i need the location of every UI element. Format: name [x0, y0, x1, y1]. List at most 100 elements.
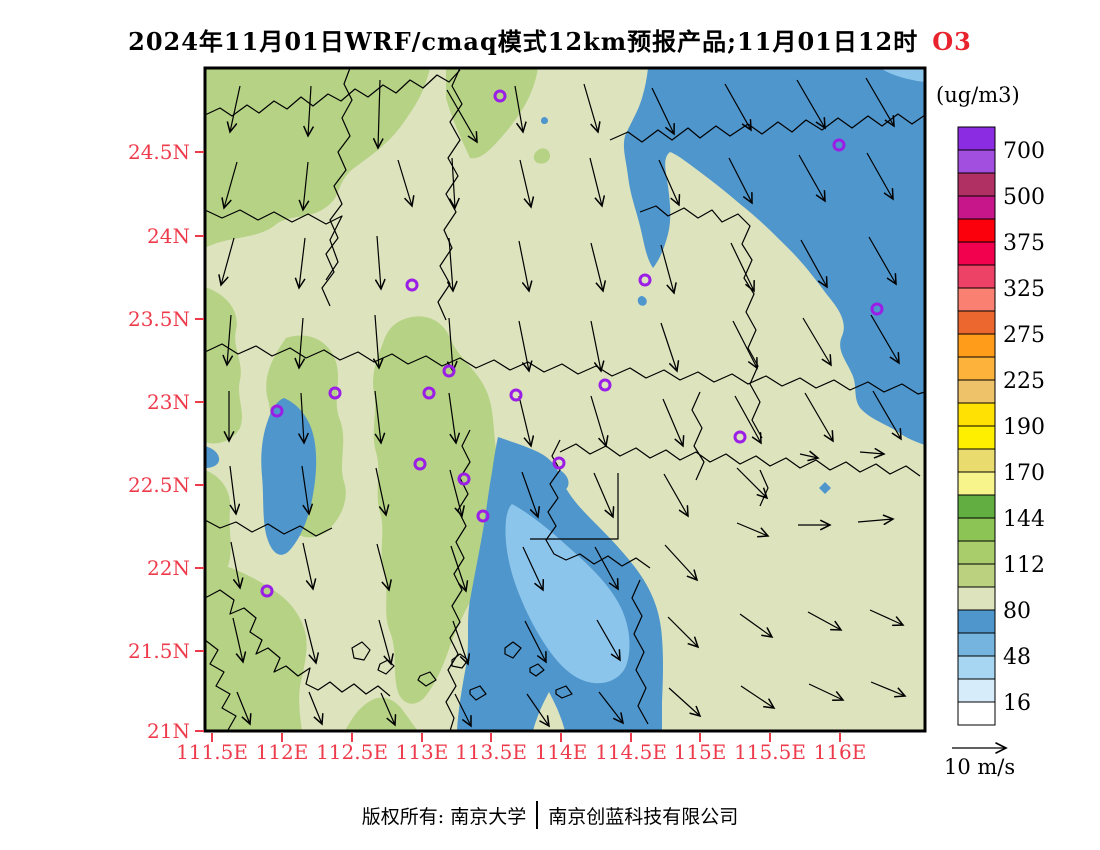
wind-arrow — [397, 159, 412, 206]
wind-arrow — [662, 398, 683, 446]
wind-arrow — [730, 242, 754, 291]
wind-arrow — [236, 691, 250, 724]
wind-arrow — [668, 687, 700, 716]
colorbar-cell — [957, 287, 996, 312]
wind-arrow — [299, 237, 305, 288]
wind-arrow — [518, 240, 529, 291]
wind-arrow — [732, 320, 757, 368]
wind-arrow — [301, 392, 304, 443]
y-tick-label: 22N — [147, 556, 190, 580]
wind-arrow — [304, 618, 316, 663]
wind-arrow — [804, 392, 833, 441]
wind-arrow — [378, 619, 391, 664]
station-marker — [457, 472, 471, 486]
wind-arrow — [800, 239, 827, 287]
y-tick-label: 24.5N — [128, 140, 190, 164]
colorbar-cell — [957, 379, 996, 404]
wind-arrow — [524, 620, 546, 662]
wind-arrow — [807, 611, 841, 630]
wind-arrow — [857, 519, 893, 522]
wind-arrow — [230, 541, 240, 588]
wind-arrow — [452, 157, 455, 208]
colorbar-value-label: 190 — [1003, 415, 1045, 440]
colorbar-cell — [957, 609, 996, 634]
contour-region-blue — [205, 446, 220, 468]
station-marker — [493, 89, 507, 103]
wind-arrow — [301, 465, 309, 514]
copyright-footer: 版权所有: 南京大学 南京创蓝科技有限公司 — [0, 801, 1100, 829]
station-marker — [638, 273, 652, 287]
pollutant-label: O3 — [932, 27, 972, 56]
station-marker — [870, 302, 884, 316]
colorbar-cell — [957, 333, 996, 358]
wind-arrow — [859, 452, 884, 454]
colorbar-value-label: 144 — [1003, 507, 1045, 532]
colorbar-unit-label: (ug/m3) — [936, 83, 1020, 107]
wind-arrow — [308, 691, 322, 724]
boundary-line — [351, 641, 371, 661]
station-marker — [509, 388, 523, 402]
colorbar-cell — [957, 149, 996, 174]
station-marker — [476, 509, 490, 523]
wind-arrow — [302, 542, 313, 589]
station-marker — [328, 386, 342, 400]
boundary-line — [504, 641, 522, 659]
wind-arrow — [452, 620, 468, 664]
wind-arrow — [378, 79, 380, 148]
wind-arrow — [869, 609, 903, 625]
wind-arrow — [739, 613, 772, 637]
wind-arrow — [598, 691, 623, 723]
wind-arrow — [224, 161, 238, 208]
wind-arrow — [870, 314, 899, 363]
colorbar-value-label: 275 — [1003, 323, 1045, 348]
contour-region-blue — [541, 117, 549, 125]
colorbar-cell — [957, 678, 996, 703]
contour-region-lightblue — [505, 504, 630, 684]
wind-arrow — [449, 237, 453, 291]
colorbar-cell — [957, 126, 996, 151]
y-tick-label: 21.5N — [128, 639, 190, 663]
wind-arrow — [303, 161, 308, 210]
boundary-line — [205, 639, 237, 731]
boundary-line — [469, 685, 487, 701]
boundary-line — [691, 391, 705, 481]
wind-arrow — [590, 395, 606, 446]
wind-arrow — [870, 681, 905, 696]
station-marker — [422, 386, 436, 400]
boundary-line — [205, 343, 925, 395]
x-tick-label: 114.5E — [595, 740, 667, 764]
wind-arrow — [736, 467, 767, 498]
y-tick-label: 22.5N — [128, 473, 190, 497]
x-tick-label: 115E — [674, 740, 727, 764]
colorbar-cell — [957, 655, 996, 680]
y-tick-label: 23N — [147, 390, 190, 414]
wind-arrow — [232, 617, 243, 662]
wind-scale-label: 10 m/s — [944, 755, 1015, 779]
wind-arrow — [808, 683, 843, 700]
colorbar-cell — [957, 356, 996, 381]
colorbar-cell — [957, 195, 996, 220]
y-tick-label: 23.5N — [128, 307, 190, 331]
contour-region-green — [533, 148, 550, 164]
wind-arrow — [740, 685, 774, 708]
wind-arrow — [802, 317, 831, 365]
boundary-line — [321, 68, 353, 307]
wind-arrow — [798, 154, 825, 201]
wind-arrow — [454, 693, 471, 726]
colorbar-value-label: 80 — [1003, 599, 1031, 624]
colorbar-cell — [957, 632, 996, 657]
x-tick-label: 115.5E — [734, 740, 806, 764]
wind-arrow — [519, 159, 531, 207]
wind-arrow — [376, 543, 389, 590]
wind-arrow — [446, 89, 477, 142]
map-frame — [203, 66, 927, 733]
boundary-line — [529, 663, 545, 677]
colorbar-cell — [957, 218, 996, 243]
boundary-line — [555, 685, 573, 699]
wind-arrow — [230, 465, 236, 514]
wind-arrow — [522, 546, 543, 590]
contour-region-blue — [623, 68, 925, 445]
x-tick-label: 113.5E — [455, 740, 527, 764]
